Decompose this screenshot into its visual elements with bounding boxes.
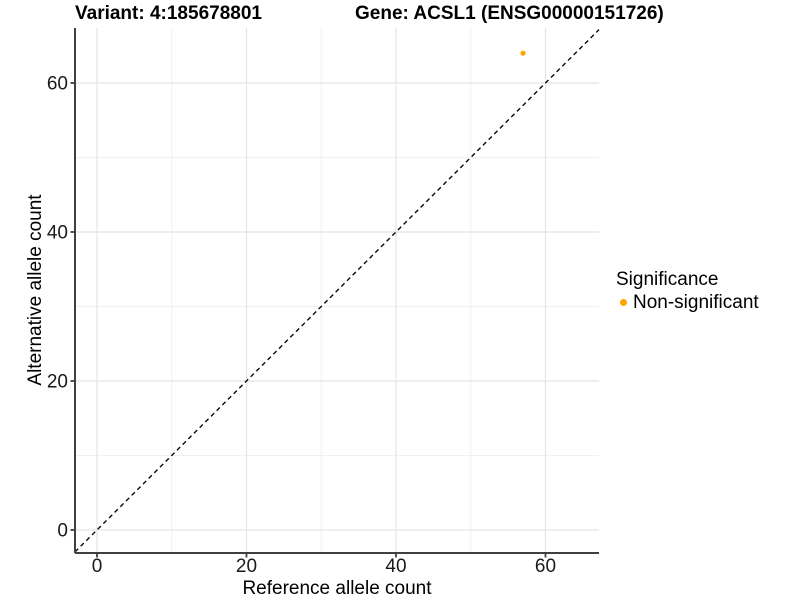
legend-entry: Non-significant bbox=[616, 292, 759, 313]
x-tick-label: 20 bbox=[236, 556, 257, 577]
y-tick-label: 0 bbox=[57, 520, 68, 541]
y-tick-label: 20 bbox=[47, 371, 68, 392]
identity-line bbox=[74, 29, 600, 553]
y-axis-title: Alternative allele count bbox=[25, 194, 46, 386]
gene-title: Gene: ACSL1 (ENSG00000151726) bbox=[355, 3, 664, 24]
y-tick-label: 60 bbox=[47, 73, 68, 94]
legend-entry-label: Non-significant bbox=[633, 291, 759, 313]
legend: Significance Non-significant bbox=[616, 269, 759, 313]
x-tick-label: 0 bbox=[92, 556, 103, 577]
legend-title: Significance bbox=[616, 269, 719, 290]
legend-point-swatch-icon bbox=[620, 299, 627, 306]
variant-title: Variant: 4:185678801 bbox=[75, 3, 262, 24]
data-point bbox=[520, 50, 526, 56]
x-tick-label: 40 bbox=[385, 556, 406, 577]
x-tick-label: 60 bbox=[535, 556, 556, 577]
y-tick-label: 40 bbox=[47, 222, 68, 243]
x-axis-title: Reference allele count bbox=[242, 578, 432, 599]
